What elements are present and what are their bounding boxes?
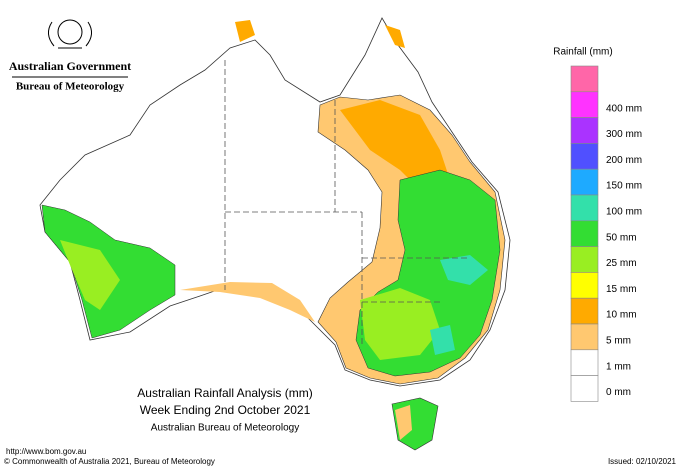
- legend-label: 150 mm: [606, 181, 642, 192]
- coat-of-arms: [48, 19, 92, 49]
- issued: Issued: 02/10/2021: [608, 457, 677, 466]
- legend-swatch: [570, 220, 599, 247]
- legend-label: 100 mm: [606, 207, 642, 218]
- legend-swatch: [570, 323, 599, 351]
- legend-swatch: [570, 297, 599, 325]
- legend-swatch: [570, 194, 599, 222]
- legend-swatch: [570, 272, 599, 299]
- legend-swatch: [570, 91, 599, 118]
- map-title: Australian Rainfall Analysis (mm): [137, 386, 312, 400]
- copyright: © Commonwealth of Australia 2021, Bureau…: [4, 457, 215, 466]
- legend-label: 0 mm: [606, 387, 631, 398]
- legend-label: 200 mm: [606, 155, 642, 166]
- government: Australian Government: [9, 59, 131, 73]
- legend-label: 25 mm: [606, 258, 637, 269]
- legend-label: 5 mm: [606, 336, 631, 347]
- legend-swatch: [570, 349, 599, 376]
- map-source: Australian Bureau of Meteorology: [151, 423, 299, 434]
- legend-swatch: [570, 375, 599, 402]
- legend-label: 10 mm: [606, 310, 637, 321]
- map-subtitle: Week Ending 2nd October 2021: [140, 403, 311, 417]
- legend-swatch: [570, 117, 599, 144]
- legend: 400 mm 300 mm 200 mm 150 mm 100 mm 50 mm 25 mm…: [570, 65, 642, 402]
- legend-label: 300 mm: [606, 129, 642, 140]
- australia: [39, 17, 511, 451]
- url[interactable]: http://www.bom.gov.au: [6, 447, 86, 456]
- legend-label: 400 mm: [606, 103, 642, 114]
- legend-title: Rainfall (mm): [553, 47, 612, 58]
- legend-label: 50 mm: [606, 232, 637, 243]
- legend-label: 15 mm: [606, 284, 637, 295]
- agency: Bureau of Meteorology: [16, 81, 125, 93]
- legend-swatch: [570, 168, 599, 196]
- legend-swatch: [570, 143, 599, 170]
- legend-label: 1 mm: [606, 361, 631, 372]
- legend-swatch: [570, 246, 599, 273]
- legend-swatch: [570, 65, 599, 93]
